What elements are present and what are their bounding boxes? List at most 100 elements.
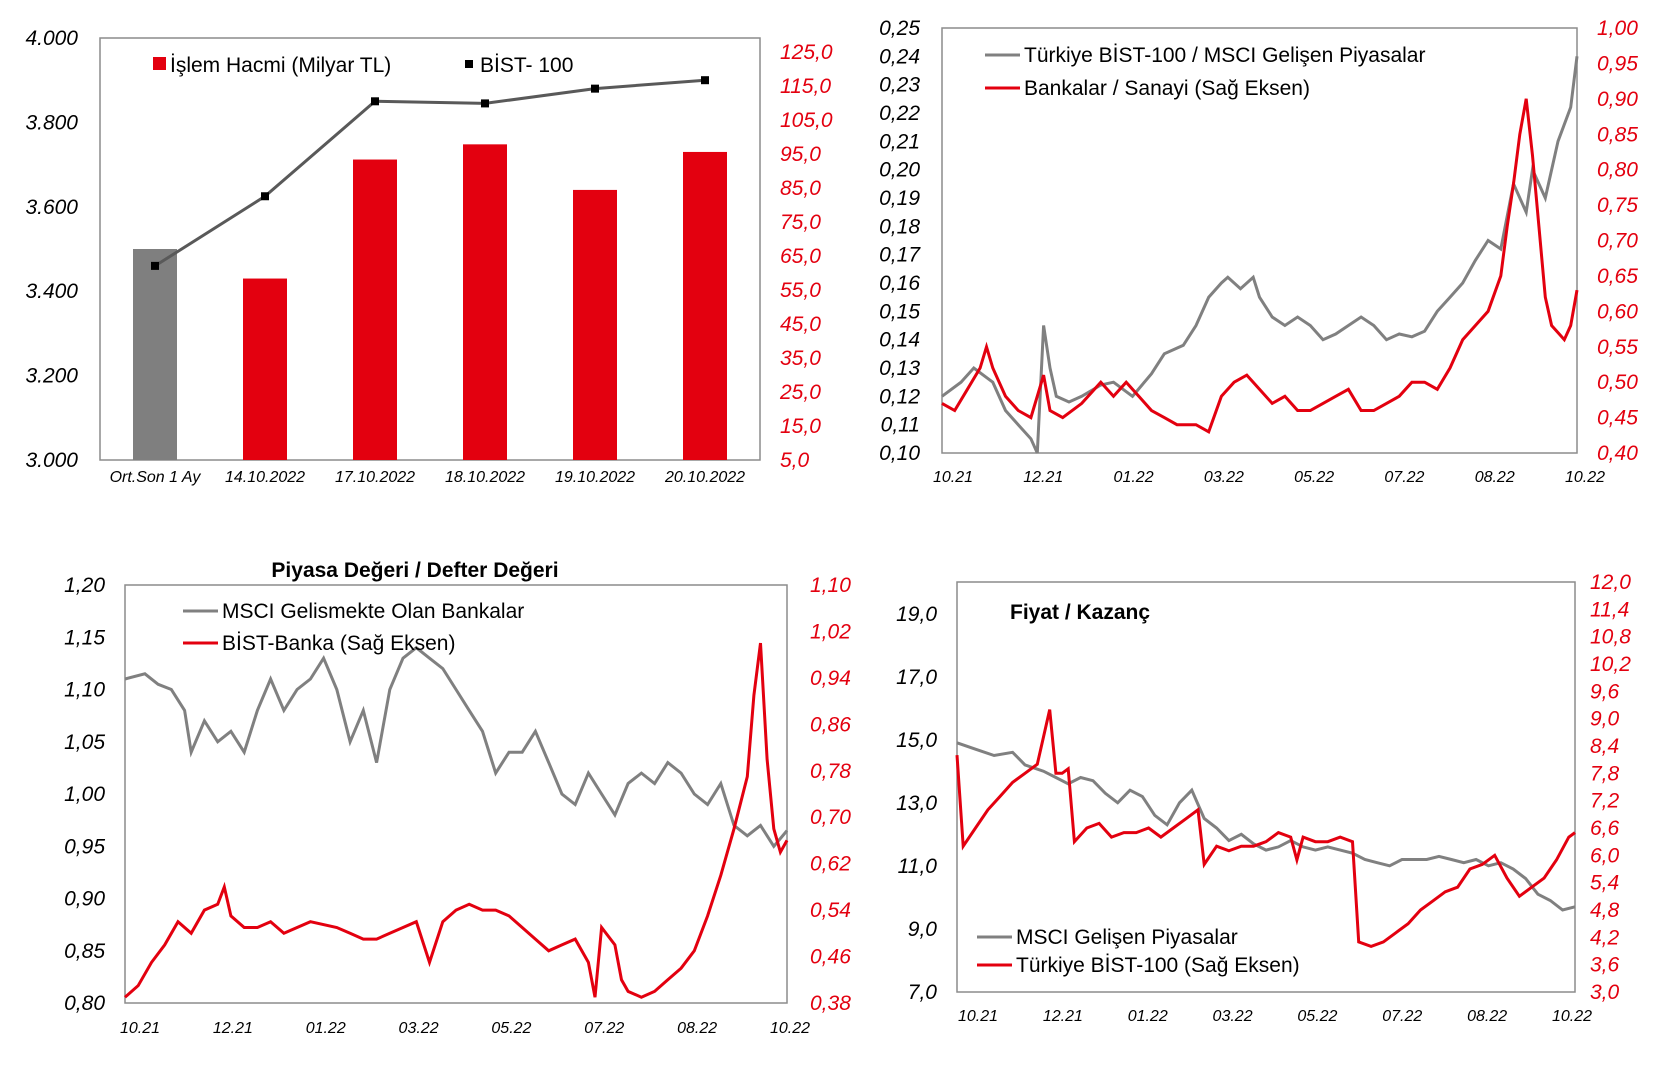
y-right-tick: 95,0: [780, 143, 821, 166]
bar-3: [463, 144, 507, 460]
bist100-marker-2: [371, 97, 379, 106]
y-right-tick: 0,95: [1597, 52, 1638, 75]
y-right-tick: 115,0: [780, 75, 831, 98]
x-tick: 05.22: [1297, 1008, 1337, 1025]
chart-2: 0,25 0,24 0,23 0,22 0,21 0,20 0,19 0,18 0,17 0,16…: [879, 17, 1638, 486]
chart-1-bars: [133, 144, 727, 461]
y-right-tick: 7,2: [1590, 790, 1620, 813]
bist100-marker-3: [481, 99, 489, 108]
bist100-marker-4: [591, 84, 599, 93]
y-right-tick: 25,0: [779, 381, 821, 404]
y-left-tick: 0,21: [879, 130, 920, 153]
chart-1-plot-area: [99, 37, 761, 461]
y-right-tick: 105,0: [780, 109, 833, 132]
y-right-tick: 0,90: [1597, 88, 1638, 111]
y-right-tick: 10,8: [1590, 626, 1631, 649]
y-left-tick: 17,0: [896, 666, 937, 689]
y-right-tick: 1,02: [810, 620, 851, 643]
y-left-tick: 0,15: [879, 300, 920, 323]
y-left-tick: 0,25: [879, 17, 920, 40]
chart-1-bist100-line: [154, 78, 706, 268]
chart-2-y-right-ticks: 1,00 0,95 0,90 0,85 0,80 0,75 0,70 0,65 0,60 0,55…: [1597, 17, 1638, 465]
y-right-tick: 0,40: [1597, 442, 1638, 465]
y-right-tick: 12,0: [1590, 571, 1631, 594]
y-left-tick: 0,22: [879, 102, 920, 125]
y-left-tick: 0,18: [879, 215, 920, 238]
y-right-tick: 9,6: [1590, 680, 1620, 703]
x-tick: 08.22: [1475, 469, 1515, 486]
y-right-tick: 1,00: [1597, 17, 1638, 40]
chart-4-plot-area: [956, 581, 1576, 993]
x-tick: 01.22: [306, 1020, 346, 1037]
x-tick: 12.21: [213, 1020, 253, 1037]
chart-4-title: Fiyat / Kazanç: [1010, 601, 1150, 624]
chart-1-y-left-ticks: 4.000 3.800 3.600 3.400 3.200 3.000: [25, 27, 78, 472]
y-right-tick: 0,46: [810, 946, 851, 969]
chart-3-y-left-ticks: 1,20 1,15 1,10 1,05 1,00 0,95 0,90 0,85 0,80: [64, 574, 105, 1015]
chart-4-series-gray: [956, 741, 1576, 912]
y-right-tick: 0,75: [1597, 194, 1638, 217]
x-tick: 07.22: [584, 1020, 624, 1037]
y-right-tick: 0,62: [810, 853, 851, 876]
y-right-tick: 8,4: [1590, 735, 1619, 758]
y-right-tick: 75,0: [780, 211, 821, 234]
y-left-tick: 0,24: [879, 45, 920, 68]
y-left-tick: 0,17: [879, 244, 921, 267]
y-left-tick: 3.400: [25, 280, 78, 303]
x-tick: 03.22: [1204, 469, 1244, 486]
chart-1-x-ticks: Ort.Son 1 Ay 14.10.2022 17.10.2022 18.10.20…: [110, 469, 746, 486]
y-left-tick: 1,05: [64, 731, 105, 754]
bar-0: [133, 249, 177, 460]
x-tick: 17.10.2022: [335, 469, 415, 486]
bar-1: [243, 278, 287, 460]
x-tick: 10.22: [1565, 469, 1605, 486]
y-right-tick: 11,4: [1590, 598, 1629, 621]
x-tick: 18.10.2022: [445, 469, 525, 486]
y-left-tick: 0,12: [879, 385, 920, 408]
y-right-tick: 0,60: [1597, 300, 1638, 323]
y-right-tick: 0,50: [1597, 371, 1638, 394]
legend-label-bist100: BİST- 100: [480, 54, 573, 77]
bar-5: [683, 151, 727, 460]
legend-label-msci-em: MSCI Gelişen Piyasalar: [1016, 926, 1238, 949]
y-right-tick: 85,0: [780, 177, 821, 200]
y-right-tick: 1,10: [810, 574, 851, 597]
bist100-marker-5: [701, 76, 709, 85]
x-tick: 08.22: [677, 1020, 717, 1037]
y-left-tick: 0,11: [881, 414, 920, 437]
legend-swatch-bist100: [465, 60, 473, 68]
x-tick: 07.22: [1382, 1008, 1422, 1025]
legend-label-bist100-pe: Türkiye BİST-100 (Sağ Eksen): [1016, 954, 1300, 977]
y-left-tick: 3.000: [25, 449, 78, 472]
y-left-tick: 13,0: [896, 792, 937, 815]
y-left-tick: 1,10: [64, 679, 105, 702]
x-tick: 01.22: [1128, 1008, 1168, 1025]
x-tick: 19.10.2022: [555, 469, 635, 486]
y-left-tick: 4.000: [25, 27, 78, 50]
y-left-tick: 0,80: [64, 992, 105, 1015]
y-left-tick: 1,00: [64, 783, 105, 806]
chart-3-x-ticks: 10.21 12.21 01.22 03.22 05.22 07.22 08.22 10.22: [120, 1020, 810, 1037]
x-tick: 12.21: [1043, 1008, 1083, 1025]
y-right-tick: 4,2: [1590, 926, 1620, 949]
y-right-tick: 4,8: [1590, 899, 1620, 922]
y-left-tick: 7,0: [908, 981, 938, 1004]
chart-4-series-red: [955, 709, 1576, 948]
y-right-tick: 125,0: [780, 41, 833, 64]
x-tick: 05.22: [1294, 469, 1334, 486]
legend-label-ratio: Türkiye BİST-100 / MSCI Gelişen Piyasala…: [1024, 44, 1425, 67]
y-right-tick: 5,0: [780, 449, 810, 472]
x-tick: 05.22: [491, 1020, 531, 1037]
x-tick: 08.22: [1467, 1008, 1507, 1025]
bist100-marker-0: [151, 261, 159, 270]
y-left-tick: 0,16: [879, 272, 920, 295]
y-left-tick: 1,20: [64, 574, 105, 597]
x-tick: Ort.Son 1 Ay: [110, 469, 202, 486]
y-right-tick: 0,65: [1597, 265, 1638, 288]
x-tick: 10.21: [120, 1020, 160, 1037]
y-left-tick: 3.200: [25, 365, 78, 388]
y-left-tick: 15,0: [896, 729, 937, 752]
y-left-tick: 0,20: [879, 159, 920, 182]
chart-3-series-gray: [124, 645, 789, 849]
chart-1-bist100-markers: [151, 76, 709, 270]
